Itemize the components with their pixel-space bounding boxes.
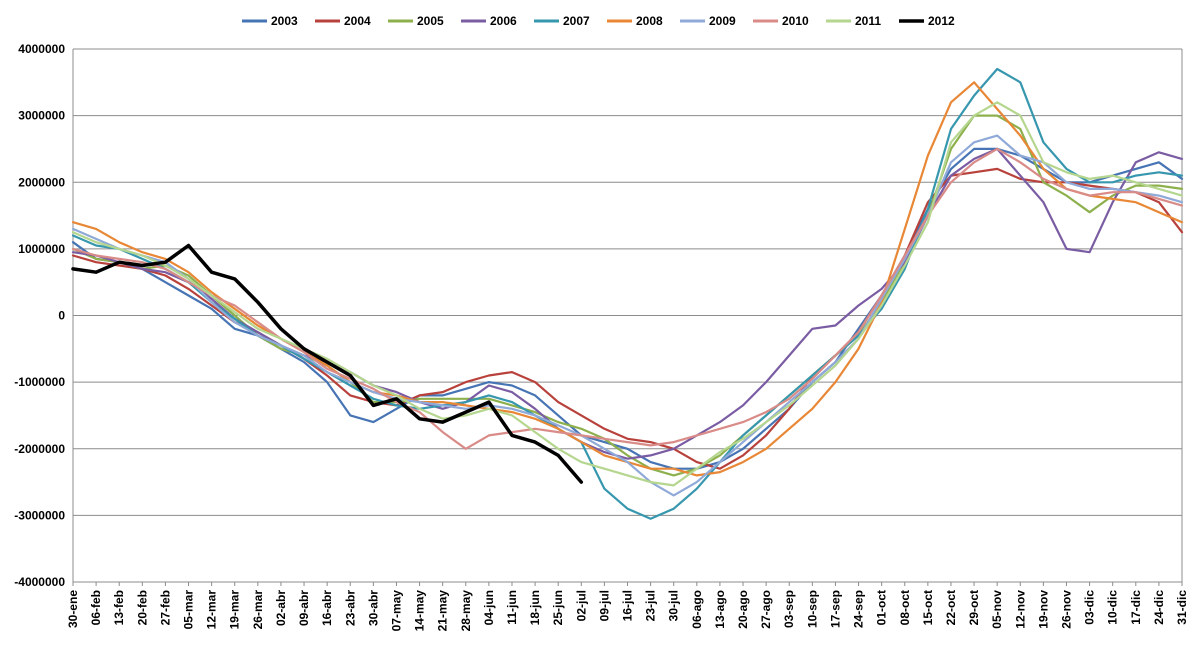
legend-label: 2005 bbox=[417, 14, 444, 28]
x-tick-label: 31-dic bbox=[1175, 590, 1189, 625]
x-tick-label: 18-jun bbox=[528, 590, 542, 625]
x-tick-label: 09-jul bbox=[597, 590, 611, 621]
legend-label: 2010 bbox=[782, 14, 809, 28]
x-tick-label: 30-abr bbox=[366, 590, 380, 626]
x-tick-label: 12-mar bbox=[205, 590, 219, 630]
x-tick-label: 07-may bbox=[389, 590, 403, 632]
series-line-2007 bbox=[71, 67, 1184, 520]
x-tick-label: 24-dic bbox=[1152, 590, 1166, 625]
y-tick-label: 4000000 bbox=[18, 42, 65, 56]
x-tick-label: 16-abr bbox=[320, 590, 334, 626]
y-tick-label: 2000000 bbox=[18, 175, 65, 189]
legend-item-2006: 2006 bbox=[461, 14, 517, 28]
x-tick-label: 26-nov bbox=[1059, 590, 1073, 629]
y-tick-label: -2000000 bbox=[14, 442, 65, 456]
series-lines bbox=[71, 67, 1184, 520]
x-tick-label: 13-feb bbox=[112, 590, 126, 625]
x-tick-label: 03-sep bbox=[782, 590, 796, 628]
legend-item-2005: 2005 bbox=[388, 14, 444, 28]
legend-item-2012: 2012 bbox=[899, 14, 955, 28]
y-tick-label: -3000000 bbox=[14, 508, 65, 522]
y-tick-label: -1000000 bbox=[14, 375, 65, 389]
legend-item-2007: 2007 bbox=[534, 14, 590, 28]
series-line-2012 bbox=[71, 243, 584, 484]
x-tick-label: 23-abr bbox=[343, 590, 357, 626]
legend-label: 2009 bbox=[709, 14, 736, 28]
x-tick-label: 15-oct bbox=[921, 590, 935, 625]
x-tick-label: 10-sep bbox=[805, 590, 819, 628]
legend-item-2008: 2008 bbox=[607, 14, 663, 28]
legend-item-2003: 2003 bbox=[242, 14, 298, 28]
x-tick-label: 20-ago bbox=[736, 590, 750, 629]
legend-item-2010: 2010 bbox=[753, 14, 809, 28]
y-tick-label: 1000000 bbox=[18, 242, 65, 256]
x-tick-label: 27-ago bbox=[759, 590, 773, 629]
x-tick-label: 16-jul bbox=[621, 590, 635, 621]
x-tick-label: 22-oct bbox=[944, 590, 958, 625]
legend-label: 2012 bbox=[928, 14, 955, 28]
y-axis-ticks: 4000000 3000000 2000000 1000000 0 -1000000 -20… bbox=[14, 42, 65, 589]
y-tick-label: -4000000 bbox=[14, 575, 65, 589]
x-tick-label: 19-mar bbox=[228, 590, 242, 630]
x-tick-label: 10-dic bbox=[1106, 590, 1120, 625]
legend-item-2009: 2009 bbox=[680, 14, 736, 28]
x-tick-label: 02-abr bbox=[274, 590, 288, 626]
x-axis-ticks: 30-ene 06-feb 13-feb 20-feb 27-feb 05-mar 12-m… bbox=[66, 582, 1189, 631]
x-tick-label: 28-may bbox=[459, 590, 473, 632]
x-tick-label: 11-jun bbox=[505, 590, 519, 625]
x-tick-label: 13-ago bbox=[713, 590, 727, 629]
x-tick-label: 27-feb bbox=[158, 590, 172, 625]
series-line-2008 bbox=[71, 81, 1184, 477]
x-tick-label: 25-jun bbox=[551, 590, 565, 625]
x-tick-label: 21-may bbox=[436, 590, 450, 632]
legend-label: 2004 bbox=[344, 14, 371, 28]
legend-label: 2007 bbox=[563, 14, 590, 28]
y-tick-label: 0 bbox=[58, 309, 65, 323]
x-tick-label: 20-feb bbox=[135, 590, 149, 625]
series-line-2010 bbox=[71, 147, 1184, 450]
x-tick-label: 23-jul bbox=[644, 590, 658, 621]
x-tick-label: 29-oct bbox=[967, 590, 981, 625]
legend-item-2004: 2004 bbox=[315, 14, 371, 28]
x-tick-label: 30-ene bbox=[66, 590, 80, 628]
legend-item-2011: 2011 bbox=[826, 14, 881, 28]
x-tick-label: 14-may bbox=[413, 590, 427, 632]
x-tick-label: 05-mar bbox=[182, 590, 196, 630]
series-line-2006 bbox=[71, 147, 1184, 460]
x-tick-label: 17-dic bbox=[1129, 590, 1143, 625]
x-tick-label: 02-jul bbox=[574, 590, 588, 621]
x-tick-label: 17-sep bbox=[828, 590, 842, 628]
legend: 2003 2004 2005 2006 2007 2008 2009 2010 2011 2012 bbox=[242, 14, 955, 28]
x-tick-label: 30-jul bbox=[667, 590, 681, 621]
x-tick-label: 04-jun bbox=[482, 590, 496, 625]
x-tick-label: 24-sep bbox=[852, 590, 866, 628]
x-tick-label: 06-ago bbox=[690, 590, 704, 629]
x-tick-label: 12-nov bbox=[1013, 590, 1027, 629]
x-tick-label: 26-mar bbox=[251, 590, 265, 630]
series-line-2011 bbox=[71, 101, 1184, 487]
y-tick-label: 3000000 bbox=[18, 109, 65, 123]
legend-label: 2011 bbox=[855, 14, 881, 28]
x-tick-label: 03-dic bbox=[1083, 590, 1097, 625]
legend-label: 2003 bbox=[271, 14, 298, 28]
x-tick-label: 05-nov bbox=[990, 590, 1004, 629]
x-tick-label: 08-oct bbox=[898, 590, 912, 625]
x-tick-label: 19-nov bbox=[1036, 590, 1050, 629]
x-tick-label: 01-oct bbox=[875, 590, 889, 625]
series-line-2009 bbox=[71, 134, 1184, 497]
x-tick-label: 06-feb bbox=[89, 590, 103, 625]
legend-label: 2006 bbox=[490, 14, 517, 28]
x-tick-label: 09-abr bbox=[297, 590, 311, 626]
legend-label: 2008 bbox=[636, 14, 663, 28]
